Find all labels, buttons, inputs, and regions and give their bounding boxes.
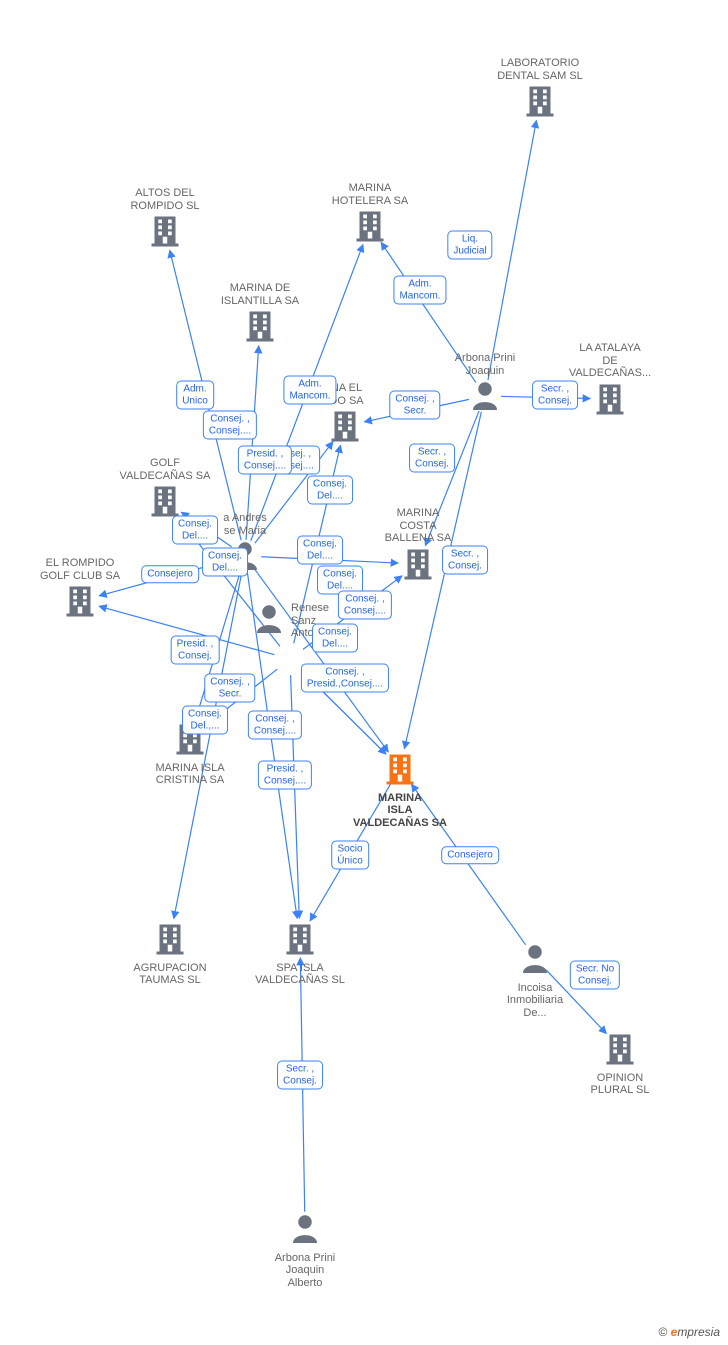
edge-label[interactable]: Consejero (441, 846, 499, 864)
company-node-agrup[interactable]: AGRUPACIONTAUMAS SL (110, 920, 230, 987)
edge-label[interactable]: Consej. Del.... (202, 548, 248, 577)
edge-label[interactable]: Consej. Del.... (312, 624, 358, 653)
edge-label[interactable]: Consej. , Consej.... (338, 591, 392, 620)
company-node-marina_isl[interactable]: MARINA DEISLANTILLA SA (200, 280, 320, 347)
company-node-marina_hot[interactable]: MARINAHOTELERA SA (310, 180, 430, 247)
node-label: AGRUPACIONTAUMAS SL (110, 962, 230, 987)
company-node-altos[interactable]: ALTOS DELROMPIDO SL (105, 185, 225, 252)
edge-label[interactable]: Socio Único (331, 841, 369, 870)
company-icon (285, 407, 405, 447)
person-node-arbona_alb[interactable]: Arbona PriniJoaquinAlberto (245, 1210, 365, 1290)
person-node-arbona_j[interactable]: Arbona PriniJoaquin (425, 350, 545, 417)
node-label: SPA ISLAVALDECAÑAS SL (240, 962, 360, 987)
edge-label[interactable]: Secr. No Consej. (570, 961, 620, 990)
edge-label[interactable]: Liq. Judicial (447, 231, 492, 260)
edge-label[interactable]: Consej. , Consej.... (248, 711, 302, 740)
edge-label[interactable]: Consej. , Secr. (204, 674, 255, 703)
node-label: MARINA DEISLANTILLA SA (200, 282, 320, 307)
company-icon (560, 1030, 680, 1070)
company-node-el_rompido[interactable]: EL ROMPIDOGOLF CLUB SA (20, 555, 140, 622)
company-icon (480, 82, 600, 122)
node-label: MARINAISLAVALDECAÑAS SA (340, 792, 460, 830)
node-label: GOLFVALDECAÑAS SA (105, 457, 225, 482)
company-node-lab_dental[interactable]: LABORATORIODENTAL SAM SL (480, 55, 600, 122)
person-icon (425, 377, 545, 417)
node-label: MARINACOSTABALLENA SA (358, 507, 478, 545)
edge-label[interactable]: Adm. Mancom. (393, 276, 446, 305)
company-icon (20, 582, 140, 622)
edge-label[interactable]: Adm. Mancom. (283, 376, 336, 405)
company-node-spa[interactable]: SPA ISLAVALDECAÑAS SL (240, 920, 360, 987)
edge-label[interactable]: Secr. , Consej. (277, 1061, 323, 1090)
company-icon (110, 920, 230, 960)
company-icon (340, 750, 460, 790)
edge-label[interactable]: Consej. Del.,... (182, 706, 228, 735)
brand-rest: mpresia (677, 1325, 720, 1339)
person-icon (251, 600, 287, 640)
node-label: Arbona PriniJoaquin (425, 352, 545, 377)
company-node-marina_vald[interactable]: MARINAISLAVALDECAÑAS SA (340, 750, 460, 830)
node-label: OPINIONPLURAL SL (560, 1072, 680, 1097)
person-icon (245, 1210, 365, 1250)
edge-label[interactable]: Secr. , Consej. (409, 444, 455, 473)
edge (488, 120, 536, 380)
edge-label[interactable]: Presid. , Consej. (171, 636, 220, 665)
company-icon (240, 920, 360, 960)
company-icon (200, 307, 320, 347)
edge-label[interactable]: Adm. Unico (176, 381, 214, 410)
edge-label[interactable]: Consej. , Consej.... (203, 411, 257, 440)
node-label: LABORATORIODENTAL SAM SL (480, 57, 600, 82)
edge-label[interactable]: Consej. Del.... (307, 476, 353, 505)
edge-label[interactable]: Consej. , Presid.,Consej.... (301, 664, 389, 693)
company-node-opinion[interactable]: OPINIONPLURAL SL (560, 1030, 680, 1097)
company-icon (310, 207, 430, 247)
copyright: © empresia (658, 1325, 720, 1339)
node-label: ALTOS DELROMPIDO SL (105, 187, 225, 212)
edge-label[interactable]: Presid. , Consej.... (258, 761, 312, 790)
edge-label[interactable]: Consejero (141, 565, 199, 583)
edge-label[interactable]: Consej. , Secr. (389, 391, 440, 420)
edge-label[interactable]: Secr. , Consej. (532, 381, 578, 410)
edge-label[interactable]: Consej. Del.... (297, 536, 343, 565)
copyright-symbol: © (658, 1325, 667, 1339)
node-label: MARINAHOTELERA SA (310, 182, 430, 207)
company-icon (105, 212, 225, 252)
node-label: MARINA ISLACRISTINA SA (130, 762, 250, 787)
edge-label[interactable]: Secr. , Consej. (442, 546, 488, 575)
edge-label[interactable]: Consej. Del.... (172, 516, 218, 545)
node-label: LA ATALAYADEVALDECAÑAS... (550, 342, 670, 380)
edge-label[interactable]: Presid. , Consej.... (238, 446, 292, 475)
node-label: EL ROMPIDOGOLF CLUB SA (20, 557, 140, 582)
node-label: Arbona PriniJoaquinAlberto (245, 1252, 365, 1290)
